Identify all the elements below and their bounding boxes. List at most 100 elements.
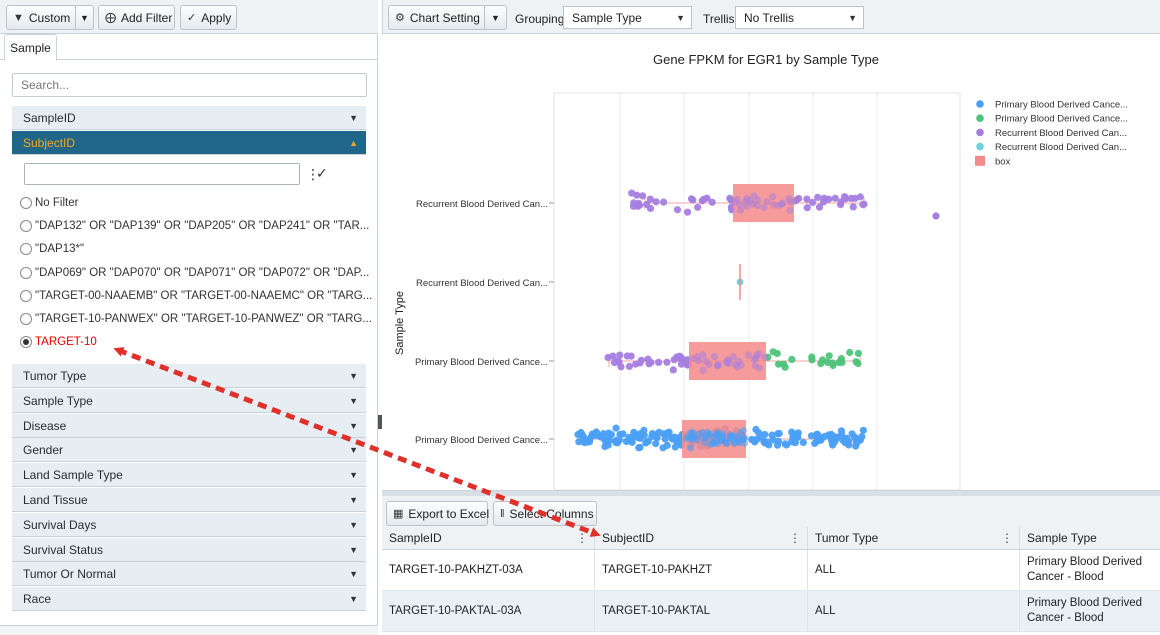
data-point: [769, 348, 777, 356]
pane-divider[interactable]: [382, 490, 1160, 496]
data-point: [845, 441, 853, 449]
accordion-item[interactable]: Gender ▼: [12, 438, 366, 462]
grouping-select[interactable]: Sample Type ▼: [563, 6, 692, 29]
data-point: [838, 358, 846, 366]
accordion-item[interactable]: Sample Type ▼: [12, 389, 366, 413]
kebab-menu-icon[interactable]: ⋮: [306, 166, 320, 182]
data-point: [673, 206, 682, 214]
radio-button[interactable]: [20, 313, 32, 325]
radio-button[interactable]: [20, 197, 32, 209]
legend-label: Primary Blood Derived Cance...: [995, 114, 1128, 125]
accordion-sampleid[interactable]: SampleID ▼: [12, 106, 366, 130]
filter-option[interactable]: "DAP132" OR "DAP139" OR "DAP205" OR "DAP…: [20, 217, 369, 235]
column-menu-icon[interactable]: ⋮: [789, 531, 801, 545]
column-header-subjectid[interactable]: SubjectID ⋮: [595, 527, 808, 550]
accordion-item[interactable]: Tumor Or Normal ▼: [12, 562, 366, 586]
apply-button[interactable]: ✓ Apply: [180, 5, 237, 30]
chevron-down-icon: ▼: [349, 444, 358, 455]
data-point: [683, 208, 692, 216]
data-grid: SampleID ⋮ SubjectID ⋮ Tumor Type ⋮ Samp…: [382, 527, 1160, 635]
custom-button[interactable]: ▼ Custom ▼: [6, 5, 94, 30]
chart-setting-button[interactable]: ⚙ Chart Setting ▼: [388, 5, 507, 30]
accordion-item[interactable]: Survival Days ▼: [12, 513, 366, 537]
accordion-item[interactable]: Disease ▼: [12, 414, 366, 438]
data-point: [847, 194, 855, 202]
filter-toolbar: ▼ Custom ▼ ⨁ Add Filter ✓ Apply: [0, 0, 378, 34]
accordion-item[interactable]: Race ▼: [12, 587, 366, 611]
data-point: [612, 424, 620, 432]
data-point: [682, 435, 691, 443]
data-point: [633, 191, 641, 199]
data-point: [775, 360, 783, 368]
filter-option[interactable]: "DAP069" OR "DAP070" OR "DAP071" OR "DAP…: [20, 264, 369, 282]
radio-button[interactable]: [20, 220, 32, 232]
accordion-subjectid[interactable]: SubjectID ▲: [12, 131, 366, 155]
y-tick-label: Primary Blood Derived Cance...: [415, 435, 548, 446]
table-cell[interactable]: Primary Blood Derived Cancer - Blood: [1020, 591, 1160, 632]
trellis-select[interactable]: No Trellis ▼: [735, 6, 864, 29]
subject-filter-input[interactable]: [24, 163, 300, 185]
column-header-tumor-type[interactable]: Tumor Type ⋮: [808, 527, 1020, 550]
data-point: [670, 356, 678, 364]
chevron-down-icon[interactable]: ▼: [75, 6, 93, 29]
table-cell[interactable]: TARGET-10-PAKHZT: [595, 550, 808, 591]
filter-option-label: "DAP069" OR "DAP070" OR "DAP071" OR "DAP…: [35, 267, 370, 279]
data-point: [735, 438, 743, 447]
radio-button[interactable]: [20, 290, 32, 302]
confirm-check-icon[interactable]: ✓: [316, 165, 328, 181]
filter-option[interactable]: "TARGET-10-PANWEX" OR "TARGET-10-PANWEZ"…: [20, 310, 372, 328]
accordion-item[interactable]: Land Tissue ▼: [12, 488, 366, 512]
apply-label: Apply: [201, 10, 232, 25]
filter-option-selected[interactable]: TARGET-10: [20, 333, 97, 351]
data-point: [781, 440, 789, 448]
data-point: [754, 196, 762, 204]
data-point: [788, 355, 796, 363]
column-header-label: Tumor Type: [815, 531, 879, 545]
y-axis-label: Sample Type: [394, 291, 406, 355]
column-menu-icon[interactable]: ⋮: [1001, 531, 1013, 545]
data-point: [860, 200, 868, 208]
add-filter-button[interactable]: ⨁ Add Filter: [98, 5, 175, 30]
filter-option[interactable]: "TARGET-00-NAAEMB" OR "TARGET-00-NAAEMC"…: [20, 287, 372, 305]
data-point: [837, 427, 845, 435]
radio-button[interactable]: [20, 243, 32, 255]
select-columns-label: Select Columns: [509, 506, 594, 521]
data-point: [827, 430, 836, 439]
data-point: [619, 430, 627, 438]
table-cell[interactable]: ALL: [808, 550, 1020, 591]
accordion-item[interactable]: Tumor Type ▼: [12, 364, 366, 388]
accordion-label: Survival Status: [23, 542, 104, 557]
chevron-down-icon: ▼: [349, 469, 358, 480]
filter-option-label: "DAP132" OR "DAP139" OR "DAP205" OR "DAP…: [35, 220, 370, 232]
data-point: [655, 358, 663, 366]
data-point: [689, 196, 697, 204]
column-header-sample-type[interactable]: Sample Type: [1020, 527, 1160, 550]
table-cell[interactable]: ALL: [808, 591, 1020, 632]
export-excel-button[interactable]: ▦ Export to Excel: [386, 501, 489, 526]
accordion-item[interactable]: Land Sample Type ▼: [12, 463, 366, 487]
y-tick-label: Primary Blood Derived Cance...: [415, 357, 548, 368]
select-columns-button[interactable]: ‖ Select Columns: [493, 501, 597, 526]
data-point: [635, 199, 643, 207]
table-cell[interactable]: TARGET-10-PAKTAL: [595, 591, 808, 632]
radio-button-selected[interactable]: [20, 336, 32, 348]
column-menu-icon[interactable]: ⋮: [576, 531, 588, 545]
column-header-sampleid[interactable]: SampleID ⋮: [382, 527, 595, 550]
search-input[interactable]: [12, 73, 367, 97]
filter-option-no-filter[interactable]: No Filter: [20, 194, 78, 212]
tab-sample[interactable]: Sample: [4, 34, 57, 61]
columns-icon: ‖: [500, 507, 505, 520]
radio-button[interactable]: [20, 267, 32, 279]
chevron-down-icon[interactable]: ▼: [484, 6, 506, 29]
data-point: [660, 198, 668, 206]
filter-option[interactable]: "DAP13*": [20, 240, 84, 258]
data-point: [859, 426, 867, 434]
table-cell[interactable]: TARGET-10-PAKTAL-03A: [382, 591, 595, 632]
panel-splitter-handle[interactable]: [378, 415, 382, 429]
table-cell[interactable]: Primary Blood Derived Cancer - Blood: [1020, 550, 1160, 591]
table-cell[interactable]: TARGET-10-PAKHZT-03A: [382, 550, 595, 591]
data-point: [854, 435, 862, 443]
data-point: [687, 444, 695, 452]
data-point: [753, 435, 761, 443]
accordion-item[interactable]: Survival Status ▼: [12, 538, 366, 562]
